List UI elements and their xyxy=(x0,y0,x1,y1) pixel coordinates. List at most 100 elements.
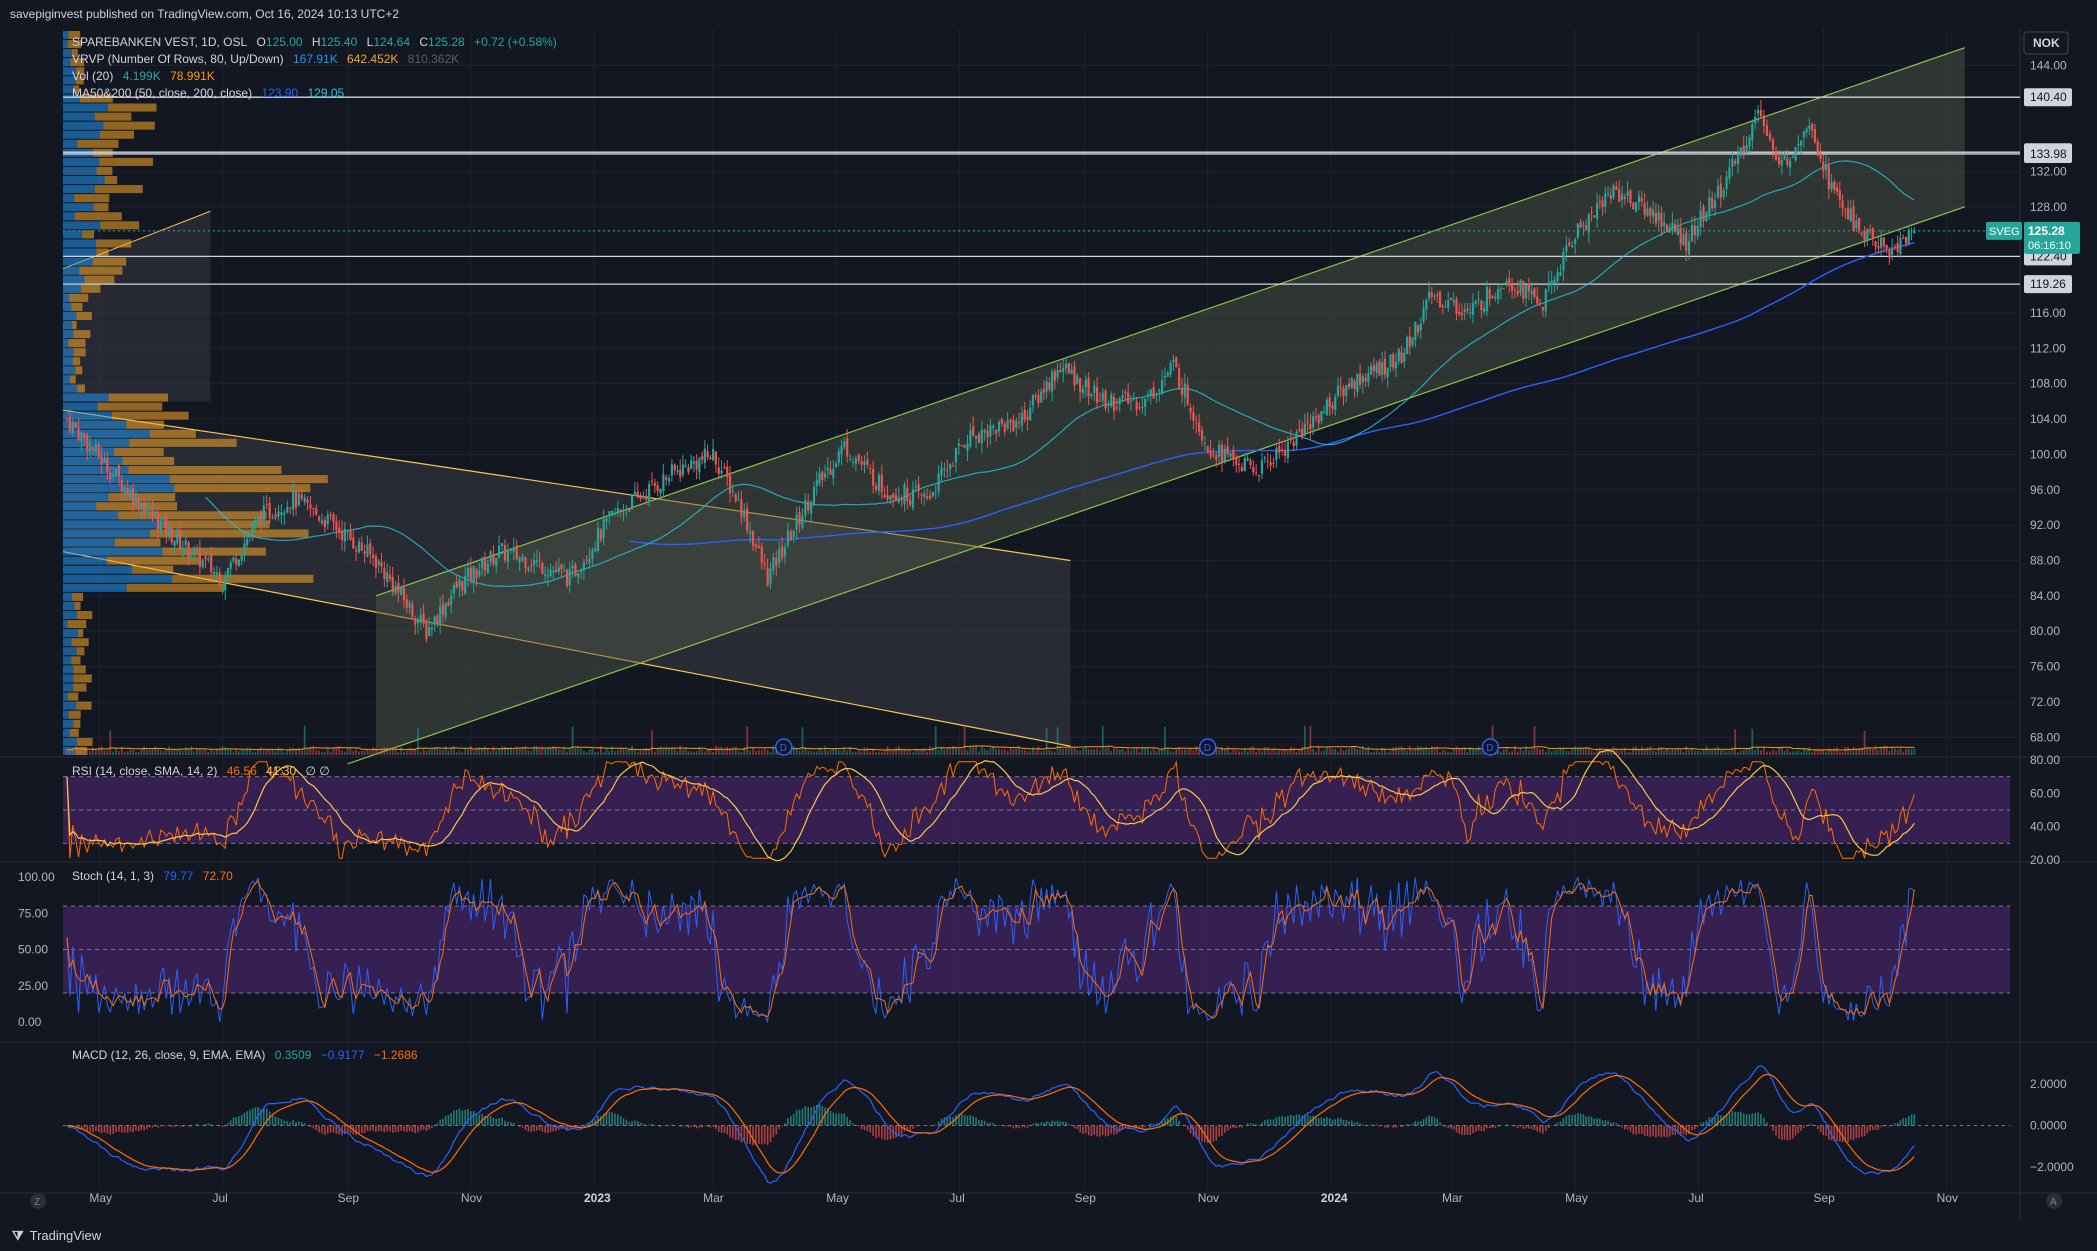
auto-scale-button-label: A xyxy=(2050,1197,2057,1208)
volume-bar xyxy=(1447,752,1450,755)
candle-body xyxy=(818,473,821,484)
volume-bar xyxy=(80,749,83,755)
vrvp-down-bar xyxy=(126,420,164,429)
volume-bar xyxy=(1819,750,1822,755)
candle-body xyxy=(129,490,132,498)
macd-histogram-bar xyxy=(1304,1114,1306,1126)
volume-bar xyxy=(906,750,909,755)
candle-body xyxy=(720,470,723,474)
candle-body xyxy=(495,557,498,567)
candle-body xyxy=(834,463,838,468)
volume-bar xyxy=(461,752,464,755)
price-tick-label: 72.00 xyxy=(2030,695,2060,709)
candle-body xyxy=(1765,125,1769,136)
volume-bar xyxy=(673,748,676,755)
macd-histogram-bar xyxy=(1725,1114,1728,1126)
macd-histogram-bar xyxy=(89,1125,91,1132)
macd-histogram-bar xyxy=(431,1125,433,1128)
volume-bar xyxy=(1090,748,1093,755)
macd-histogram-bar xyxy=(1792,1125,1794,1139)
volume-bar xyxy=(1635,746,1638,755)
volume-bar xyxy=(515,746,518,755)
volume-bar xyxy=(1571,748,1574,755)
candle-body xyxy=(1263,457,1266,459)
volume-bar xyxy=(1778,746,1780,755)
candle-body xyxy=(957,443,960,446)
candle-body xyxy=(726,466,729,478)
macd-histogram-bar xyxy=(1525,1125,1527,1129)
candle-body xyxy=(565,569,569,586)
candle-body xyxy=(458,579,461,587)
volume-bar xyxy=(818,747,821,755)
volume-bar xyxy=(1364,750,1367,755)
macd-histogram-bar xyxy=(1522,1125,1525,1129)
candle-body xyxy=(1593,215,1596,218)
volume-bar xyxy=(151,748,154,755)
volume-bar xyxy=(1087,749,1090,755)
candle-body xyxy=(1411,337,1414,345)
vrvp-down-bar xyxy=(96,166,113,175)
volume-bar xyxy=(1719,750,1722,755)
macd-histogram-bar xyxy=(1090,1125,1093,1136)
volume-bar xyxy=(1281,750,1284,755)
macd-histogram-bar xyxy=(1026,1125,1029,1128)
candle-body xyxy=(221,586,224,588)
volume-bar xyxy=(1472,748,1474,755)
volume-bar xyxy=(115,747,117,755)
volume-bar xyxy=(1734,729,1737,755)
time-axis-label: Jul xyxy=(212,1191,227,1205)
macd-histogram-bar xyxy=(1054,1121,1056,1126)
macd-histogram-bar xyxy=(992,1123,995,1126)
macd-histogram-bar xyxy=(1104,1125,1107,1137)
candle-body xyxy=(840,446,843,455)
candle-body xyxy=(1306,421,1309,424)
candle-body xyxy=(1536,296,1539,304)
macd-histogram-bar xyxy=(734,1125,737,1141)
macd-histogram-bar xyxy=(1232,1125,1235,1128)
volume-bar xyxy=(1742,749,1745,755)
candle-body xyxy=(1229,453,1232,457)
volume-bar xyxy=(949,747,952,755)
candle-body xyxy=(126,487,129,496)
candle-body xyxy=(1000,419,1003,424)
macd-histogram-bar xyxy=(784,1123,786,1126)
chart-canvas[interactable]: D D D144.00132.00128.00116.00112.00108.001… xyxy=(0,28,2097,1221)
macd-histogram-bar xyxy=(1287,1115,1289,1126)
volume-bar xyxy=(731,747,734,755)
macd-histogram-bar xyxy=(1056,1120,1059,1126)
volume-bar xyxy=(535,746,538,755)
volume-bar xyxy=(1317,746,1320,755)
volume-bar xyxy=(1278,750,1281,755)
candle-body xyxy=(1788,160,1792,168)
candle-body xyxy=(1783,155,1786,160)
volume-bar xyxy=(106,750,109,755)
volume-bar xyxy=(92,747,94,755)
vrvp-down-bar xyxy=(78,629,84,638)
candle-body xyxy=(1830,182,1833,190)
candle-body xyxy=(204,556,207,560)
macd-histogram-bar xyxy=(1209,1125,1212,1144)
macd-histogram-bar xyxy=(447,1114,450,1126)
volume-bar xyxy=(1350,746,1353,755)
candle-body xyxy=(1070,369,1073,375)
candle-body xyxy=(1571,245,1574,248)
candle-body xyxy=(743,510,746,518)
candle-body xyxy=(703,448,706,463)
macd-histogram-bar xyxy=(659,1125,662,1128)
volume-bar xyxy=(929,746,931,755)
macd-histogram-bar xyxy=(1099,1125,1101,1137)
candle-body xyxy=(123,486,126,495)
volume-bar xyxy=(740,751,743,755)
volume-bar xyxy=(995,749,998,755)
candle-body xyxy=(433,616,436,625)
macd-histogram-bar xyxy=(298,1121,300,1126)
macd-histogram-bar xyxy=(557,1125,560,1130)
candle-body xyxy=(80,432,83,442)
volume-bar xyxy=(698,746,701,755)
macd-histogram-bar xyxy=(981,1120,983,1126)
volume-bar xyxy=(631,745,633,755)
macd-histogram-bar xyxy=(1789,1125,1791,1140)
vrvp-up-bar xyxy=(63,493,109,502)
candle-body xyxy=(430,628,434,630)
candle-body xyxy=(190,556,193,559)
